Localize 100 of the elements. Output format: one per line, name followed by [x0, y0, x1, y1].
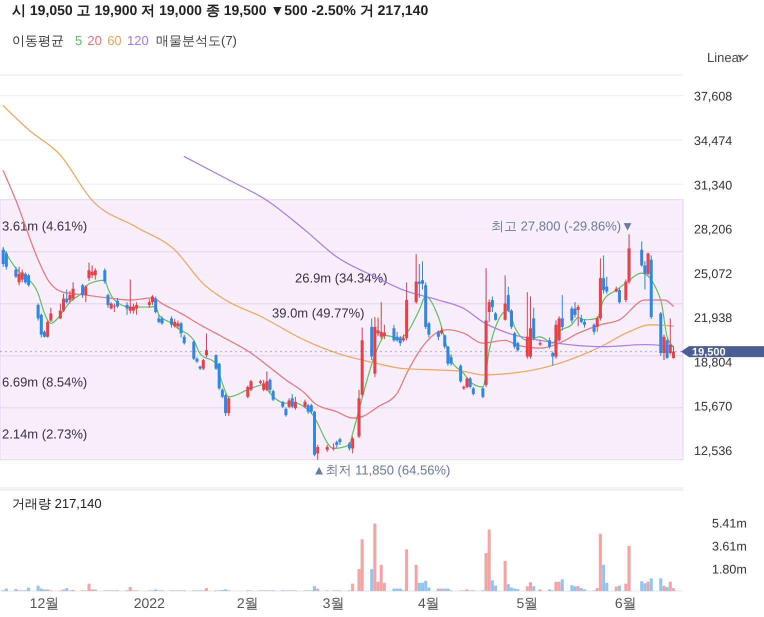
candlestick: [288, 398, 291, 409]
y-tick-label: 12,536: [694, 444, 732, 458]
bar: [421, 582, 424, 591]
candlestick: [126, 302, 129, 316]
candlestick: [490, 296, 494, 313]
candlestick: [316, 444, 320, 460]
candlestick: [94, 268, 97, 280]
candlestick: [414, 254, 418, 304]
candlestick: [551, 351, 554, 366]
bar: [598, 534, 602, 591]
bar: [424, 580, 428, 591]
candlestick: [526, 292, 529, 360]
candlestick: [351, 436, 354, 454]
candlestick: [20, 269, 24, 283]
candlestick: [49, 307, 52, 322]
bar: [370, 569, 374, 591]
candlestick: [662, 334, 666, 361]
text: 20: [87, 33, 102, 48]
bar: [27, 588, 30, 591]
bar: [668, 582, 672, 591]
candlestick: [106, 293, 110, 308]
candlestick: [65, 288, 68, 304]
bar: [490, 580, 494, 591]
bar: [128, 587, 132, 591]
candlestick: [87, 262, 90, 282]
chart-title: 시 19,050 고 19,900 저 19,000 종 19,500 ▼500 -2.50% 거 217,140: [12, 2, 428, 18]
candlestick: [465, 376, 468, 389]
band-label: 39.0m (49.77%): [272, 306, 364, 321]
bar: [414, 564, 418, 591]
y-tick-label: 31,340: [694, 178, 732, 192]
bar: [614, 586, 618, 591]
x-tick-label: 6월: [614, 595, 637, 611]
candlestick: [481, 386, 484, 399]
bar: [504, 560, 507, 591]
bar: [36, 586, 40, 591]
bar: [618, 586, 621, 591]
candlestick: [646, 252, 650, 276]
candlestick: [592, 322, 596, 336]
text: 5: [75, 33, 82, 48]
candlestick: [504, 274, 507, 322]
candlestick: [4, 250, 8, 270]
annotation: 최고 27,800 (-29.86%)▼: [491, 218, 634, 234]
candlestick: [602, 254, 606, 294]
candlestick: [81, 283, 84, 298]
candlestick: [436, 330, 440, 341]
bar: [351, 584, 354, 591]
bar: [570, 585, 574, 591]
band-label: 6.69m (8.54%): [2, 374, 88, 390]
bar: [659, 578, 662, 591]
bar: [666, 587, 669, 591]
candlestick: [24, 272, 27, 284]
bar: [313, 586, 316, 591]
bar: [373, 524, 376, 591]
band-label: 2.14m (2.73%): [2, 426, 88, 442]
candlestick: [382, 324, 386, 340]
candlestick: [265, 370, 268, 392]
bar: [510, 588, 513, 591]
bar: [488, 529, 491, 591]
candlestick: [202, 358, 205, 370]
candlestick: [204, 332, 208, 358]
bar: [643, 583, 646, 591]
candlestick: [392, 324, 396, 342]
candlestick: [18, 266, 21, 286]
text: 매물분석도(7): [156, 33, 237, 48]
bar: [204, 588, 208, 591]
candlestick: [396, 331, 399, 342]
line-series: [184, 156, 674, 348]
candlestick: [46, 320, 50, 338]
bar: [506, 584, 510, 591]
candlestick: [418, 263, 421, 298]
x-tick-label: 5월: [516, 595, 538, 611]
candlestick: [128, 279, 132, 314]
y-tick-label: 1.80m: [712, 562, 747, 576]
bar: [560, 579, 564, 591]
candlestick: [84, 284, 88, 303]
candlestick: [103, 268, 106, 284]
bar: [405, 549, 408, 591]
bar: [418, 582, 421, 591]
y-tick-label: 21,938: [694, 311, 732, 326]
bar: [662, 586, 666, 591]
y-tick-label: 37,608: [694, 90, 732, 104]
y-tick-label: 5.41m: [712, 516, 747, 531]
x-tick-label: 3월: [322, 595, 344, 611]
candlestick: [560, 294, 564, 331]
bar: [646, 582, 650, 591]
bar: [360, 539, 364, 591]
candlestick: [290, 394, 294, 409]
candlestick: [72, 282, 75, 302]
candlestick: [150, 294, 154, 306]
candlestick: [192, 340, 196, 361]
line-series: [2, 170, 674, 419]
candlestick: [227, 396, 230, 416]
y-tick-label: 28,206: [694, 222, 732, 237]
legend-title: 이동평균: [12, 33, 64, 48]
candlestick: [294, 396, 297, 410]
bar: [526, 586, 529, 591]
candlestick: [116, 297, 120, 308]
bar: [558, 582, 561, 591]
candlestick: [170, 316, 174, 328]
text: 120: [127, 33, 149, 48]
